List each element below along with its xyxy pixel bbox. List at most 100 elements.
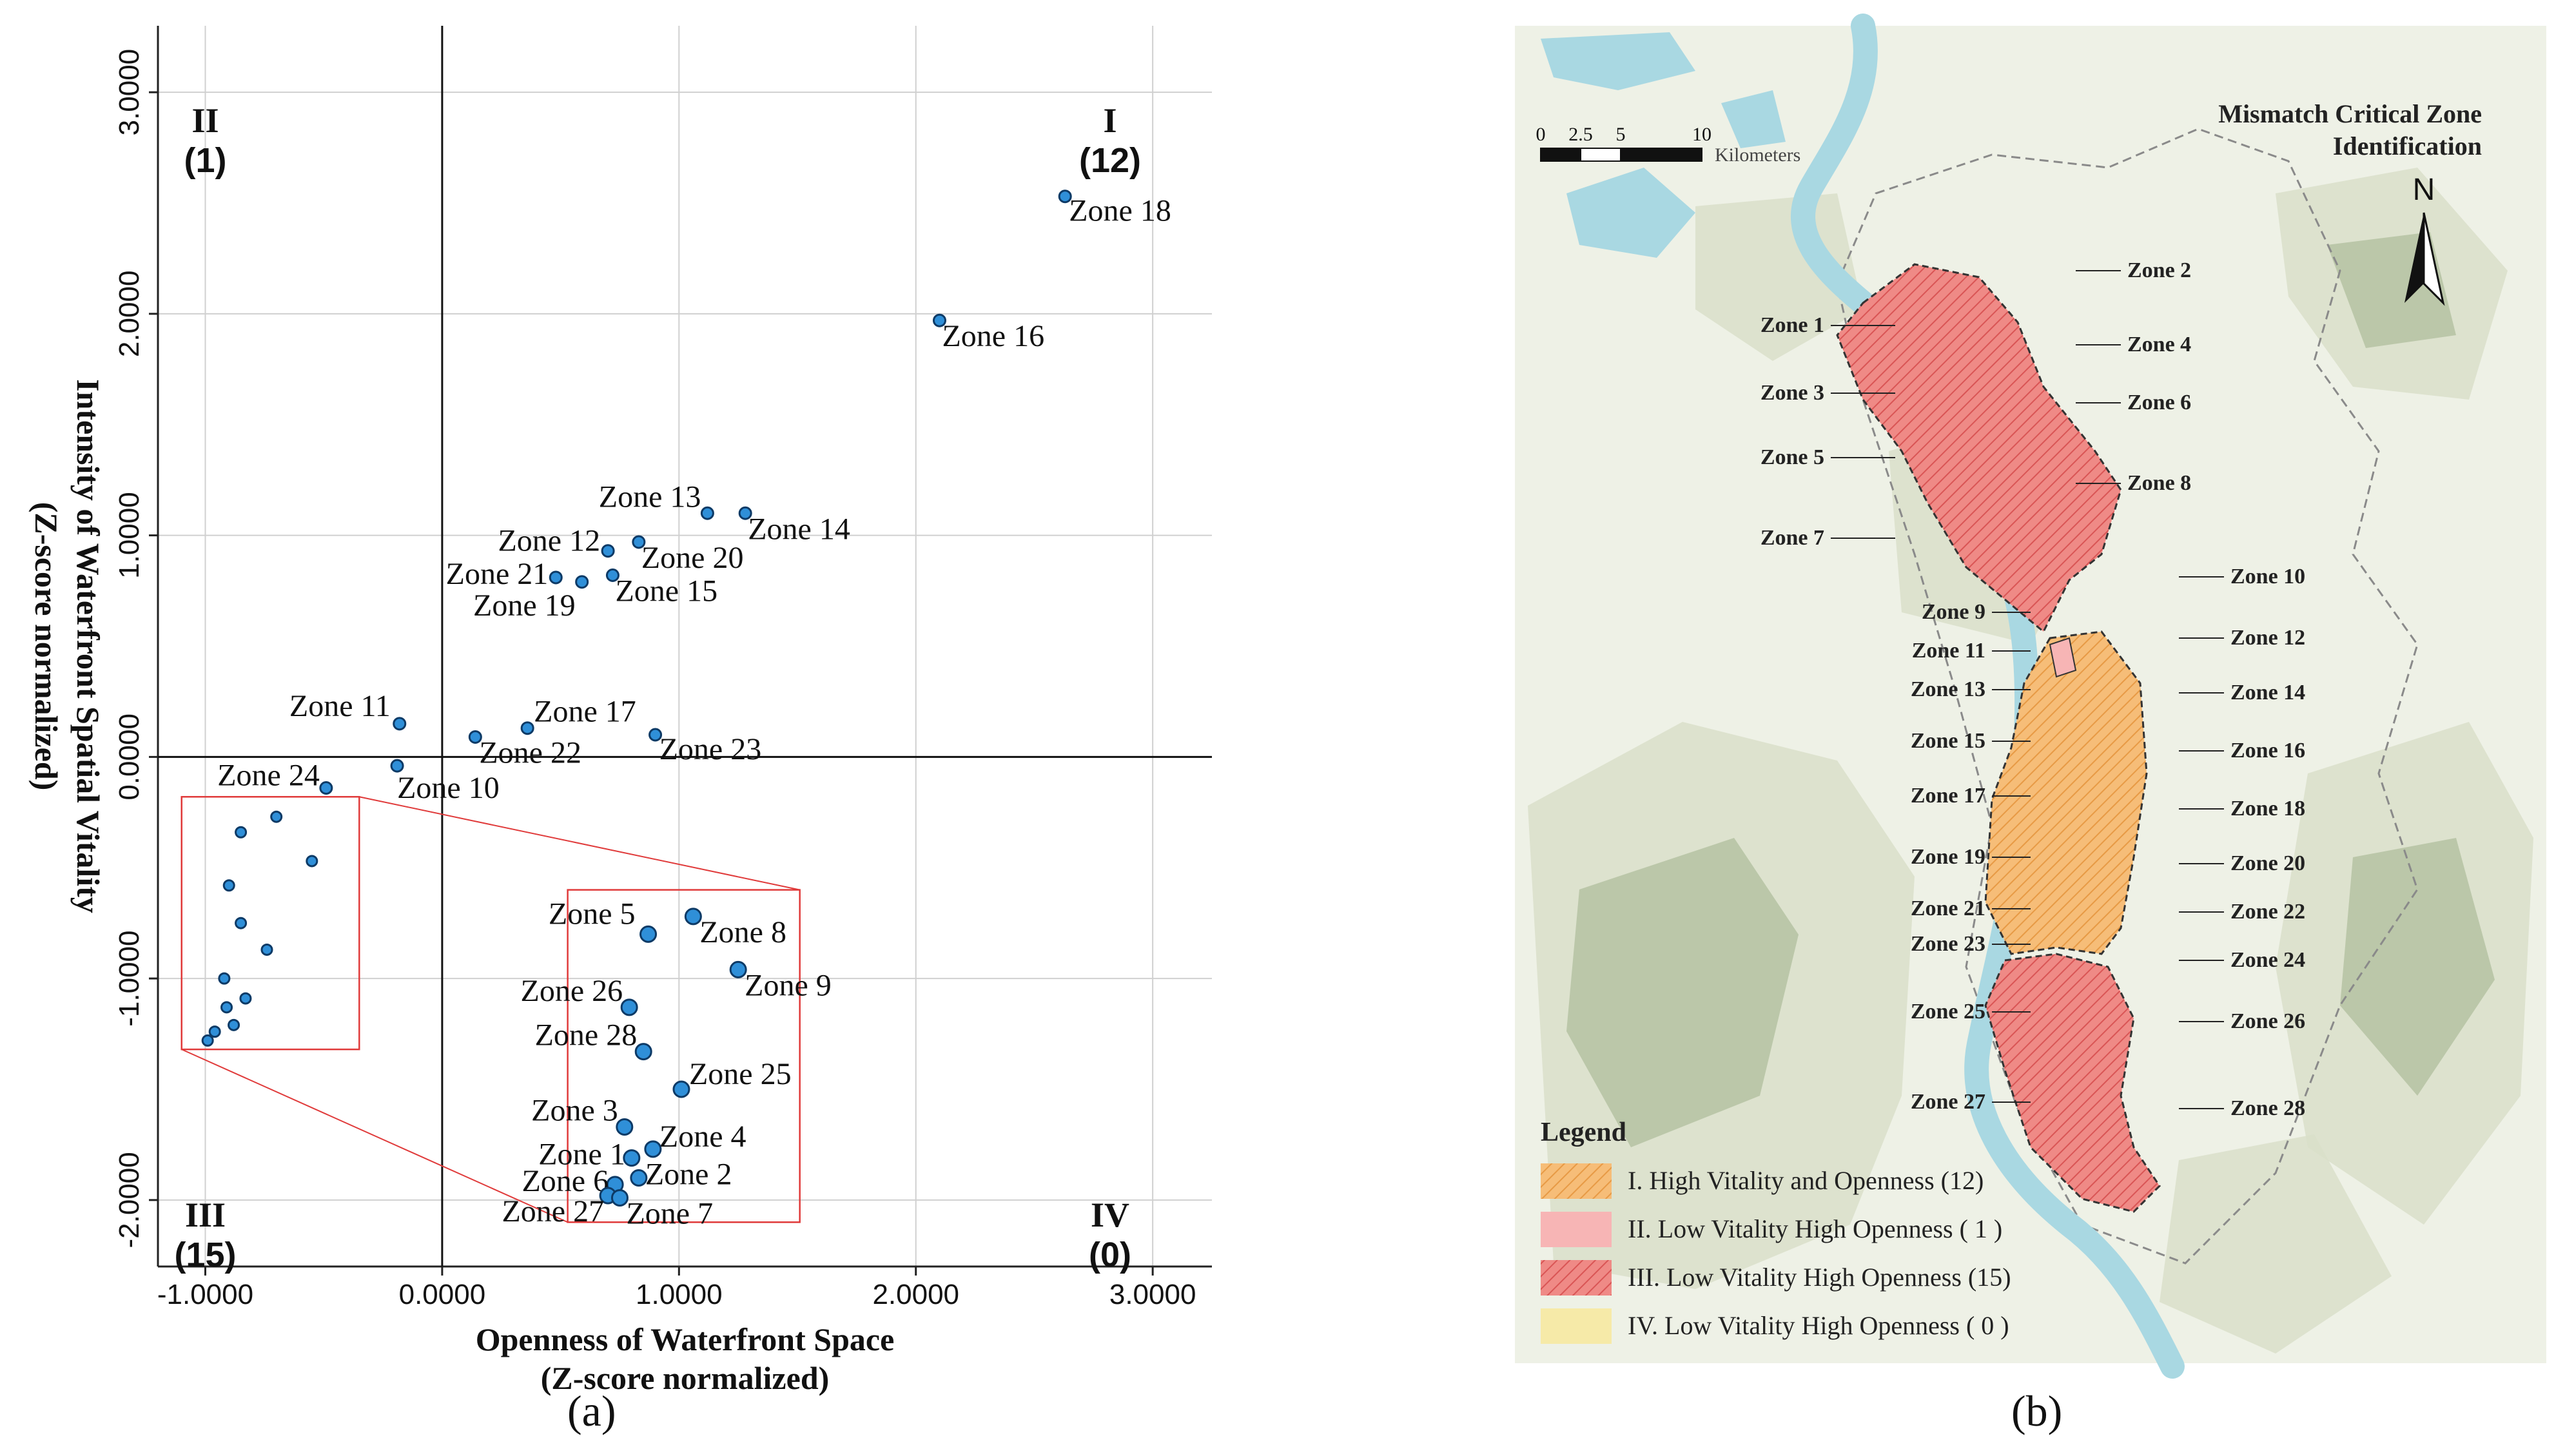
- inset-point: [639, 925, 658, 943]
- terrain-area: [2160, 1134, 2392, 1354]
- point-label: Zone 28: [535, 1018, 638, 1053]
- map-zone-label: Zone 25: [1911, 1000, 1985, 1024]
- map-zone-label: Zone 6: [2127, 391, 2191, 414]
- scale-bar-segment: [1540, 148, 1581, 162]
- y-tick-label: 1.0000: [113, 492, 145, 579]
- scale-tick-label: 10: [1692, 124, 1712, 145]
- scatter-plot: -1.0000 0.0000 1.0000 2.0000 3.0000 -2.0000 -1…: [28, 26, 1212, 1396]
- point-label: Zone 12: [498, 524, 600, 558]
- data-point: [601, 544, 615, 558]
- zone-map: Zone 1 Zone 3 Zone 5 Zone 7 Zone 9 Zone 11 Zon…: [1515, 14, 2546, 1379]
- caption-a: (a): [567, 1386, 616, 1435]
- point-label: Zone 11: [289, 689, 391, 723]
- point-label: Zone 21: [446, 557, 549, 591]
- map-zone-label: Zone 5: [1760, 445, 1824, 469]
- scale-bar-segment: [1580, 148, 1621, 162]
- quadrant-count: (1): [184, 141, 226, 180]
- x-tick-label: 0.0000: [399, 1279, 486, 1310]
- inset-point: [672, 1080, 690, 1098]
- x-axis-subtitle: (Z-score normalized): [541, 1360, 830, 1396]
- scale-unit: Kilometers: [1715, 144, 1800, 166]
- lake: [1541, 32, 1695, 90]
- map-zone-label: Zone 11: [1912, 639, 1985, 663]
- point-label: Zone 15: [615, 574, 717, 608]
- map-zone-label: Zone 14: [2230, 681, 2305, 704]
- inset-connector: [359, 796, 800, 891]
- inset-source-point: [218, 972, 231, 985]
- map-zone-label: Zone 21: [1911, 897, 1985, 920]
- point-label: Zone 25: [689, 1057, 792, 1091]
- quadrant-label: IV: [1091, 1196, 1129, 1234]
- x-tick-label: 1.0000: [636, 1279, 723, 1310]
- legend-label: II. Low Vitality High Openness ( 1 ): [1628, 1214, 2002, 1243]
- data-point: [393, 717, 407, 731]
- zone-corridor-high-vitality: [1984, 630, 2148, 955]
- point-label: Zone 26: [521, 974, 623, 1008]
- legend-swatch: [1541, 1163, 1612, 1199]
- terrain-relief: [1566, 838, 1799, 1147]
- point-label: Zone 24: [217, 759, 320, 793]
- x-tick-label: 2.0000: [872, 1279, 959, 1310]
- data-point: [932, 313, 946, 327]
- legend-label: III. Low Vitality High Openness (15): [1628, 1263, 2011, 1292]
- point-label: Zone 10: [397, 771, 500, 805]
- river: [1791, 14, 2185, 1379]
- map-zone-label: Zone 15: [1911, 729, 1985, 753]
- data-point: [700, 506, 714, 520]
- data-point: [738, 506, 752, 520]
- point-label: Zone 20: [641, 541, 744, 575]
- map-zone-label: Zone 1: [1760, 313, 1824, 337]
- map-zone-label: Zone 17: [1911, 784, 1985, 808]
- point-label: Zone 23: [659, 732, 762, 766]
- map-zone-label: Zone 22: [2230, 900, 2305, 924]
- zone-corridor-low-vitality: [1836, 263, 2122, 634]
- quadrant-count: (0): [1089, 1236, 1131, 1274]
- data-point: [649, 728, 663, 742]
- point-label: Zone 2: [645, 1158, 732, 1192]
- caption-b: (b): [2011, 1386, 2063, 1435]
- scale-tick-label: 5: [1616, 124, 1626, 145]
- zone-corridor-quadrant-ii: [2049, 637, 2077, 678]
- point-label: Zone 19: [473, 588, 576, 623]
- inset-source-point: [235, 826, 248, 839]
- point-label: Zone 3: [531, 1093, 618, 1127]
- map-zone-label: Zone 9: [1922, 600, 1985, 624]
- map-zone-label: Zone 7: [1760, 526, 1824, 550]
- legend-swatch: [1541, 1308, 1612, 1344]
- inset-point: [630, 1169, 648, 1187]
- scale-tick-label: 2.5: [1568, 124, 1593, 145]
- scale-tick-label: 0: [1536, 124, 1546, 145]
- map-zone-label: Zone 20: [2230, 851, 2305, 875]
- x-tick-label: 3.0000: [1109, 1279, 1196, 1310]
- point-label: Zone 4: [659, 1120, 746, 1154]
- y-tick-label: 0.0000: [113, 713, 145, 801]
- inset-point: [634, 1043, 652, 1061]
- inset-source-point: [239, 992, 252, 1005]
- inset-source-point: [260, 943, 273, 956]
- legend-label: I. High Vitality and Openness (12): [1628, 1166, 1984, 1195]
- point-label: Zone 6: [522, 1164, 609, 1198]
- inset-point: [616, 1118, 634, 1136]
- inset-source-point: [235, 917, 248, 929]
- point-label: Zone 22: [479, 735, 581, 770]
- x-tick-label: -1.0000: [157, 1279, 253, 1310]
- point-label: Zone 9: [745, 968, 832, 1002]
- lake: [1566, 168, 1695, 258]
- terrain-area: [1695, 193, 1863, 361]
- quadrant-label: II: [191, 101, 219, 140]
- inset-point: [729, 960, 747, 978]
- quadrant-count: (12): [1079, 141, 1141, 180]
- data-point: [1058, 189, 1072, 204]
- map-title-line2: Identification: [2333, 131, 2482, 160]
- point-label: Zone 8: [699, 915, 786, 949]
- point-label: Zone 16: [942, 319, 1044, 353]
- data-point: [390, 759, 404, 773]
- point-label: Zone 1: [538, 1138, 625, 1172]
- inset-point: [610, 1189, 629, 1207]
- y-axis-subtitle: (Z-score normalized): [28, 502, 64, 791]
- north-label: N: [2413, 173, 2435, 207]
- point-label: Zone 27: [502, 1194, 604, 1228]
- scale-bar-segment: [1620, 148, 1702, 162]
- map-zone-label: Zone 2: [2127, 258, 2191, 282]
- inset-point: [620, 998, 638, 1016]
